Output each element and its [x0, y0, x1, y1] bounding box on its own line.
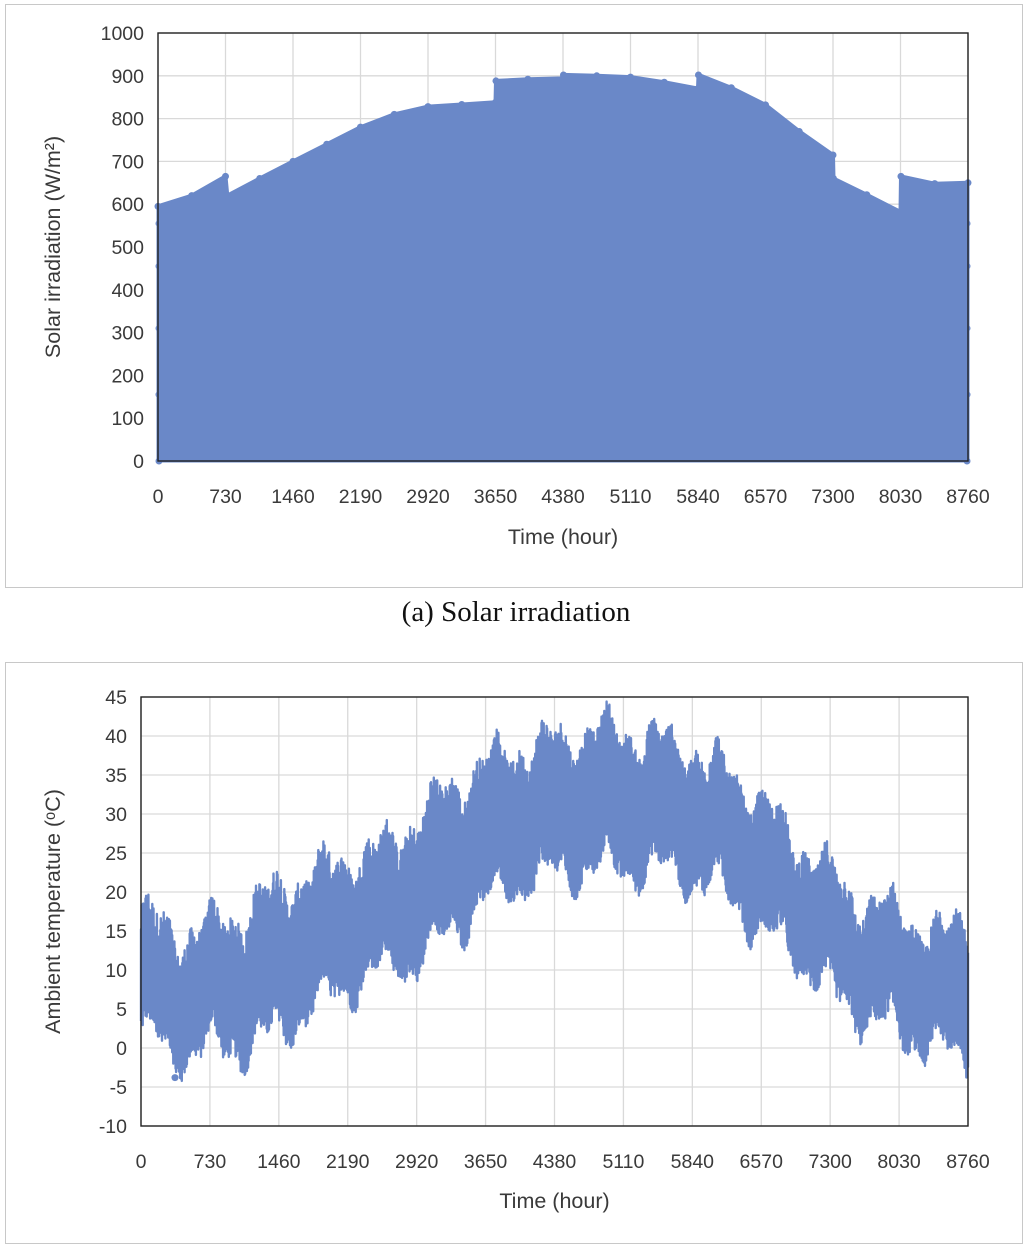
temp-x-tick-label: 5840: [671, 1151, 715, 1173]
solar-data-point: [323, 140, 331, 148]
solar-data-point: [727, 84, 735, 92]
solar-data-point: [963, 391, 971, 399]
temp-x-tick-label: 1460: [257, 1151, 301, 1173]
temp-y-tick-label: 15: [105, 921, 127, 943]
solar-x-tick-label: 730: [209, 486, 242, 508]
solar-data-point: [694, 85, 702, 93]
temp-x-tick-label: 8760: [946, 1151, 990, 1173]
caption-solar-irradiation: (a) Solar irradiation: [401, 596, 631, 628]
solar-data-point: [963, 262, 971, 270]
solar-data-point: [492, 98, 499, 106]
solar-x-axis-title: Time (hour): [508, 525, 618, 549]
solar-y-tick-label: 1000: [101, 23, 145, 45]
solar-irradiation-chart: 0 100 200 300 400 500 600 700 800 900 1000 0 730 1460…: [41, 23, 990, 549]
solar-y-tick-label: 500: [111, 237, 144, 259]
solar-data-point: [357, 123, 364, 131]
solar-x-tick-label: 7300: [811, 486, 855, 508]
solar-data-point: [390, 110, 398, 118]
solar-data-point: [829, 151, 837, 159]
solar-y-tick-label: 800: [111, 109, 144, 131]
solar-data-point: [559, 71, 567, 79]
solar-data-point: [222, 172, 229, 180]
solar-y-axis-title: Solar irradiation (W/m²): [41, 136, 65, 358]
solar-x-tick-label: 0: [153, 486, 164, 508]
temp-y-tick-label: 5: [116, 999, 127, 1021]
solar-x-tick-label: 8760: [946, 486, 990, 508]
solar-y-tick-label: 700: [111, 151, 144, 173]
solar-data-point: [963, 219, 971, 227]
solar-x-tick-label: 5840: [676, 486, 720, 508]
solar-data-point: [424, 103, 432, 111]
solar-y-tick-label: 600: [111, 194, 144, 216]
solar-data-point: [829, 175, 837, 183]
solar-x-tick-label: 5110: [610, 486, 652, 508]
temp-x-tick-label: 5110: [602, 1151, 644, 1173]
solar-data-point: [492, 77, 500, 85]
temp-x-tick-label: 3650: [464, 1151, 508, 1173]
temp-y-tick-label: 40: [105, 726, 127, 748]
solar-data-point: [963, 324, 971, 332]
solar-y-tick-label: 200: [111, 365, 144, 387]
solar-data-point: [627, 73, 634, 81]
temp-x-tick-label: 2190: [326, 1151, 370, 1173]
temp-x-tick-label: 7300: [808, 1151, 852, 1173]
temp-x-tick-label: 730: [194, 1151, 227, 1173]
solar-x-tick-label: 2920: [406, 486, 450, 508]
solar-x-tick-label: 1460: [271, 486, 315, 508]
solar-y-tick-label: 900: [111, 66, 144, 88]
temp-max-point: [600, 724, 608, 732]
solar-data-point: [188, 192, 196, 200]
solar-plot-frame: [157, 32, 969, 462]
temp-y-tick-label: 45: [105, 687, 127, 709]
solar-data-point: [931, 180, 939, 188]
solar-data-point: [694, 71, 702, 79]
solar-data-point: [458, 100, 466, 108]
temp-y-tick-label: -5: [110, 1077, 127, 1099]
solar-x-tick-label: 4380: [541, 486, 585, 508]
solar-data-point: [897, 172, 905, 180]
temp-x-tick-label: 0: [136, 1151, 147, 1173]
temp-y-tick-label: 30: [105, 804, 127, 826]
solar-data-point: [155, 324, 163, 332]
solar-y-tick-label: 300: [111, 323, 144, 345]
solar-data-point: [897, 208, 904, 216]
temp-x-tick-label: 6570: [740, 1151, 784, 1173]
solar-y-tick-label: 0: [133, 451, 144, 473]
temp-min-point: [171, 1074, 179, 1082]
solar-data-point: [223, 192, 231, 200]
temp-y-tick-label: 35: [105, 765, 127, 787]
solar-data-point: [593, 72, 601, 80]
solar-y-tick-label: 400: [111, 280, 144, 302]
solar-x-tick-label: 2190: [339, 486, 383, 508]
solar-data-point: [524, 75, 532, 83]
solar-x-tick-label: 6570: [744, 486, 788, 508]
ambient-temperature-series: [139, 700, 970, 1083]
temp-x-tick-label: 8030: [877, 1151, 921, 1173]
temp-plot-frame: [140, 696, 969, 1127]
temp-x-tick-label: 2920: [395, 1151, 439, 1173]
solar-data-point: [660, 78, 668, 86]
solar-data-point: [155, 219, 163, 227]
temp-y-axis-title: Ambient temperature (ᵒC): [41, 789, 65, 1034]
solar-x-tick-label: 8030: [879, 486, 923, 508]
solar-data-point: [155, 391, 163, 399]
solar-x-tick-label: 3650: [474, 486, 518, 508]
solar-data-point: [762, 101, 769, 109]
solar-data-point: [155, 262, 163, 270]
temp-y-tick-label: 25: [105, 843, 127, 865]
temp-y-tick-label: 20: [105, 882, 127, 904]
temp-x-axis-title: Time (hour): [499, 1189, 609, 1213]
solar-y-tick-label: 100: [111, 408, 144, 430]
temp-y-tick-label: 0: [116, 1038, 127, 1060]
solar-data-point: [795, 127, 803, 135]
solar-data-point: [863, 191, 871, 199]
temp-y-tick-label: 10: [105, 960, 127, 982]
solar-data-point: [256, 175, 264, 183]
temp-y-tick-label: -10: [99, 1116, 127, 1138]
solar-data-point: [289, 157, 297, 165]
temp-x-tick-label: 4380: [533, 1151, 577, 1173]
